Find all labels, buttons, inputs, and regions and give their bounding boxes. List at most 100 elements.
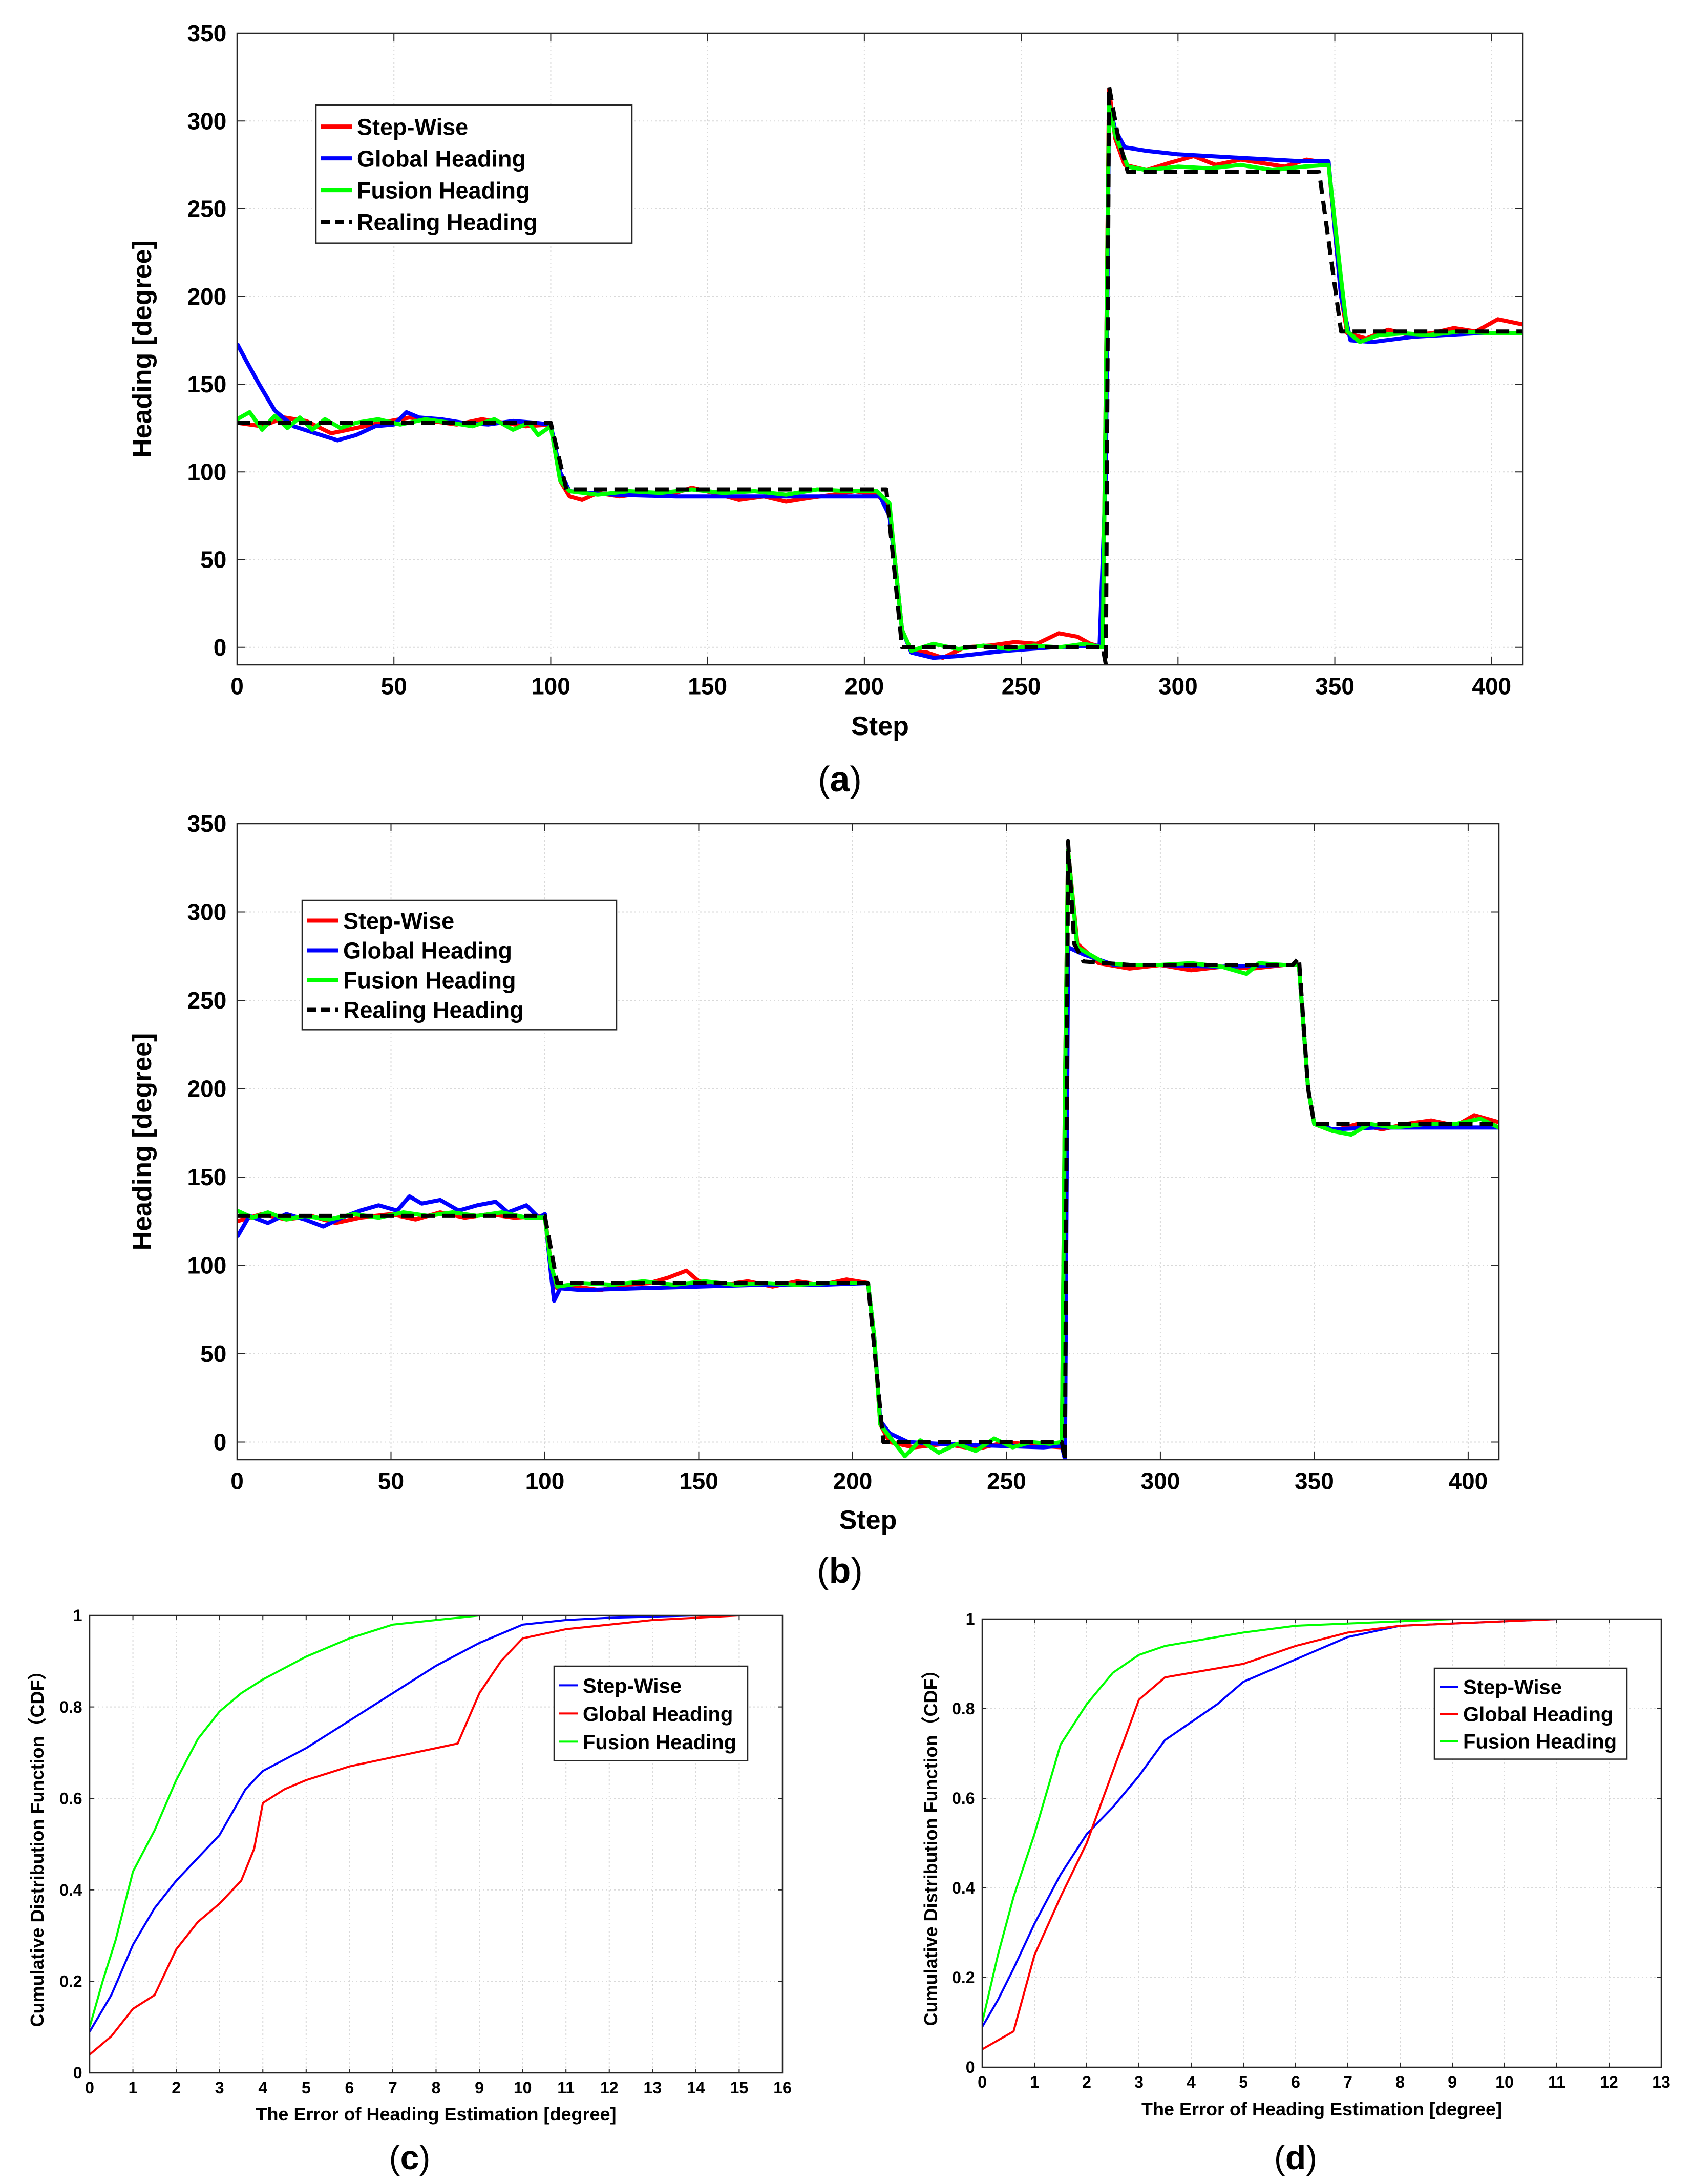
x-tick-label: 350: [1295, 1468, 1334, 1495]
y-tick-label: 0.6: [952, 1789, 975, 1808]
legend: Step-Wise Global Heading Fusion Heading: [1433, 1667, 1628, 1760]
x-tick-label: 7: [388, 2078, 397, 2097]
chart-b: 0 50 100 150 200 250 300 350 400 0 50 100 150 200 250 3…: [128, 810, 1500, 1590]
x-tick-label: 200: [845, 673, 884, 700]
y-tick-label: 250: [187, 196, 227, 222]
x-tick-label: 0: [978, 2073, 987, 2091]
x-tick-label: 8: [432, 2078, 441, 2097]
caption-letter: a: [830, 759, 851, 799]
caption-letter: c: [400, 2138, 419, 2176]
x-tick-label: 100: [525, 1468, 565, 1495]
x-tick-label: 50: [378, 1468, 404, 1495]
y-tick-label: 0.6: [59, 1789, 82, 1808]
y-tick-label: 200: [187, 1076, 227, 1102]
legend: Step-Wise Global Heading Fusion Heading: [553, 1665, 749, 1761]
legend-label: Fusion Heading: [343, 968, 516, 994]
y-tick-label: 0.8: [952, 1699, 975, 1718]
x-tick-label: 0: [230, 673, 244, 700]
series-group: [90, 1615, 782, 2055]
x-tick-label: 200: [833, 1468, 873, 1495]
series-line-realing-heading: [237, 83, 1523, 665]
x-tick-label: 5: [1239, 2073, 1248, 2091]
x-tick-label: 300: [1141, 1468, 1180, 1495]
y-axis-label: Heading [degree]: [128, 240, 157, 458]
figure-caption: (b): [817, 1550, 862, 1590]
legend-box: [1433, 1667, 1628, 1760]
x-tick-label: 14: [687, 2078, 705, 2097]
x-tick-label: 13: [644, 2078, 662, 2097]
x-tick-label: 250: [987, 1468, 1026, 1495]
y-tick-label: 200: [187, 283, 227, 310]
caption-open-paren: (: [818, 759, 830, 799]
x-tick-label: 3: [215, 2078, 224, 2097]
x-tick-label: 2: [172, 2078, 181, 2097]
x-tick-label: 400: [1472, 673, 1511, 700]
series-line-fusion-heading: [90, 1615, 782, 2028]
x-tick-label: 50: [381, 673, 407, 700]
legend-label: Global Heading: [343, 938, 512, 964]
x-tick-label: 9: [475, 2078, 484, 2097]
x-tick-label: 11: [1548, 2073, 1565, 2091]
x-tick-label: 0: [85, 2078, 94, 2097]
x-tick-label: 3: [1134, 2073, 1144, 2091]
series-line-fusion-heading: [982, 1619, 1661, 2023]
chart-a: 0 50 100 150 200 250 300 350 400 0 50 100 150 200 250 3…: [128, 20, 1524, 799]
y-tick-label: 0: [73, 2064, 82, 2082]
x-tick-label: 10: [514, 2078, 532, 2097]
x-tick-label: 350: [1315, 673, 1355, 700]
legend-label: Global Heading: [583, 1703, 733, 1726]
series-line-global-heading: [982, 1619, 1661, 2050]
figure-caption: (d): [1274, 2138, 1317, 2176]
caption-close-paren: ): [1306, 2138, 1317, 2176]
y-tick-label: 250: [187, 987, 227, 1014]
x-tick-label: 13: [1652, 2073, 1670, 2091]
x-tick-label: 1: [1030, 2073, 1039, 2091]
y-tick-label: 0: [214, 1429, 227, 1456]
legend-label: Step-Wise: [1463, 1676, 1562, 1698]
y-tick-label: 0.2: [952, 1968, 975, 1987]
x-tick-label: 1: [129, 2078, 138, 2097]
legend-label: Step-Wise: [583, 1675, 682, 1697]
y-tick-label: 350: [187, 20, 227, 47]
legend-label: Realing Heading: [357, 209, 538, 235]
x-tick-label: 12: [600, 2078, 619, 2097]
x-axis-label: The Error of Heading Estimation [degree]: [256, 2104, 616, 2125]
legend-box: [301, 899, 618, 1031]
x-tick-label: 15: [730, 2078, 749, 2097]
legend-box: [315, 104, 633, 244]
x-tick-label: 7: [1343, 2073, 1352, 2091]
x-tick-label: 8: [1395, 2073, 1405, 2091]
axes-frame: [236, 823, 1500, 1461]
x-tick-label: 9: [1448, 2073, 1457, 2091]
legend: Step-Wise Global Heading Fusion Heading Rea…: [301, 899, 618, 1031]
x-tick-label: 6: [1291, 2073, 1300, 2091]
y-tick-label: 1: [73, 1606, 82, 1625]
axes-frame: [981, 1618, 1662, 2068]
x-tick-label: 10: [1495, 2073, 1514, 2091]
y-tick-label: 300: [187, 899, 227, 926]
y-tick-label: 100: [187, 458, 227, 485]
y-tick-label: 0: [214, 634, 227, 661]
x-tick-label: 300: [1158, 673, 1198, 700]
caption-open-paren: (: [389, 2138, 400, 2176]
x-tick-label: 16: [773, 2078, 792, 2097]
x-tick-label: 100: [531, 673, 570, 700]
legend-label: Fusion Heading: [583, 1731, 736, 1754]
x-tick-label: 0: [230, 1468, 244, 1495]
series-group: [237, 83, 1523, 665]
y-tick-label: 0.2: [59, 1972, 82, 1991]
legend-label: Global Heading: [1463, 1703, 1613, 1726]
y-tick-label: 50: [200, 1340, 226, 1367]
legend-label: Step-Wise: [343, 908, 454, 934]
x-axis-label: The Error of Heading Estimation [degree]: [1141, 2098, 1502, 2119]
figure-caption: (c): [389, 2138, 431, 2176]
legend: Step-Wise Global Heading Fusion Heading Rea…: [315, 104, 633, 244]
series-group: [982, 1619, 1661, 2050]
x-tick-label: 11: [557, 2078, 575, 2097]
y-axis-label: Cumulative Distribution Function（CDF）: [27, 1662, 48, 2027]
legend-label: Step-Wise: [357, 114, 468, 140]
chart-c: 0 1 2 3 4 5 6 7 8 9 10 11 12 13 14 15 1600.20.40.60.81Th…: [27, 1606, 792, 2176]
legend-label: Fusion Heading: [357, 177, 530, 203]
